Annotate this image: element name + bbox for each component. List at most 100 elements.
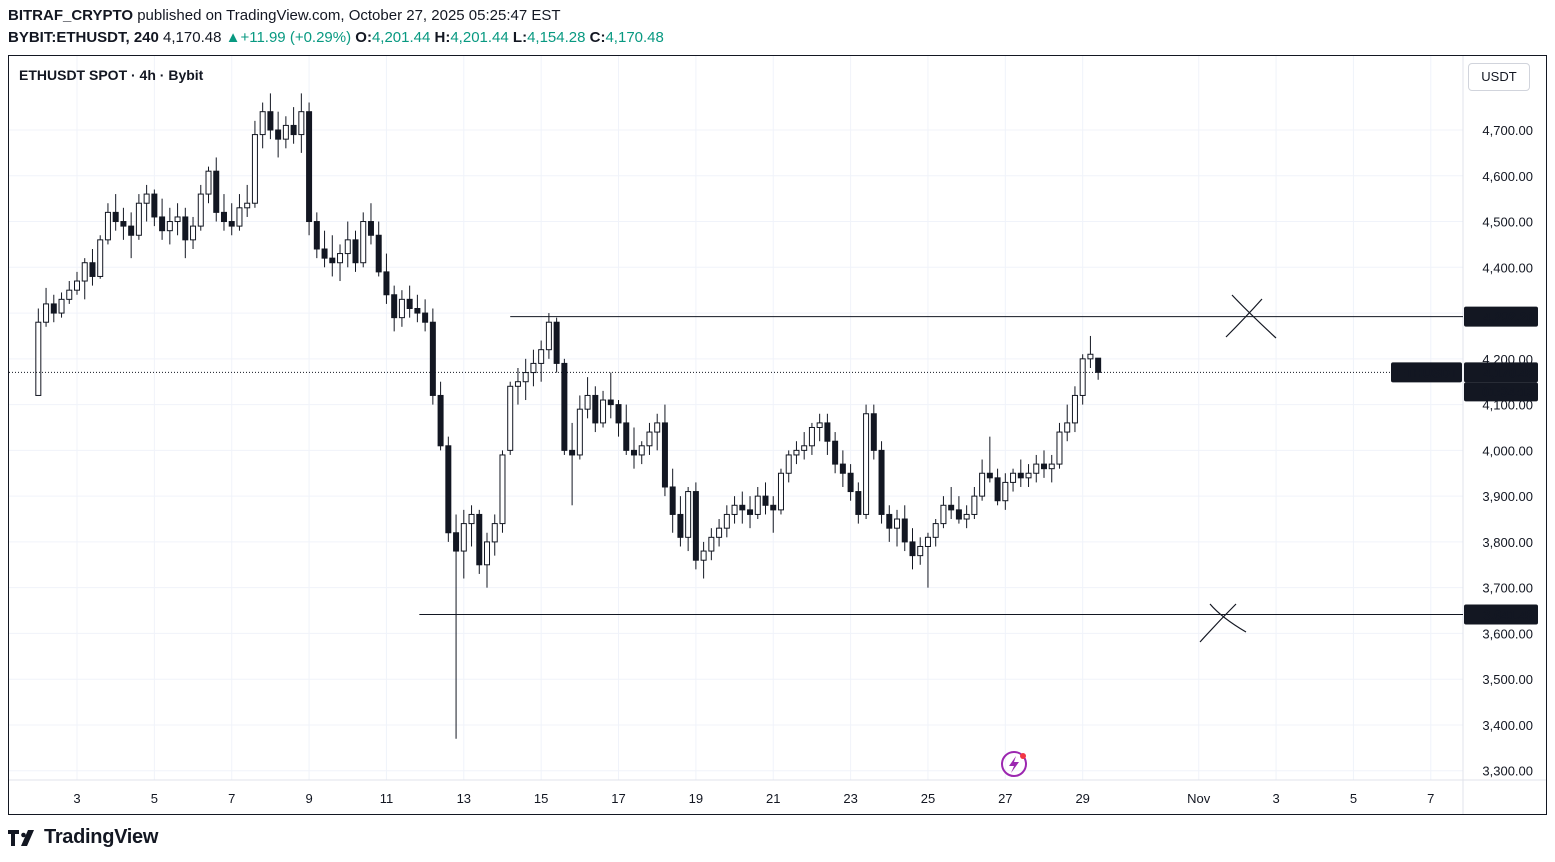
candle[interactable]	[669, 468, 676, 533]
candle[interactable]	[143, 184, 150, 222]
candle[interactable]	[484, 532, 491, 588]
candle[interactable]	[924, 532, 931, 588]
candle[interactable]	[437, 381, 444, 451]
candle[interactable]	[870, 404, 877, 460]
candle[interactable]	[282, 116, 289, 149]
candle[interactable]	[685, 486, 692, 552]
candle[interactable]	[375, 221, 382, 277]
candle[interactable]	[553, 317, 560, 373]
publisher-name[interactable]: BITRAF_CRYPTO	[8, 7, 134, 24]
candle[interactable]	[58, 292, 65, 318]
candle[interactable]	[909, 528, 916, 570]
candle[interactable]	[236, 194, 243, 231]
candle[interactable]	[1048, 454, 1055, 483]
candle[interactable]	[1033, 454, 1040, 483]
candle[interactable]	[963, 505, 970, 529]
candle[interactable]	[135, 194, 142, 240]
candle[interactable]	[453, 514, 460, 739]
candle[interactable]	[754, 486, 761, 520]
candle[interactable]	[592, 386, 599, 433]
candle[interactable]	[213, 157, 220, 222]
candle[interactable]	[514, 367, 521, 405]
candle[interactable]	[770, 496, 777, 533]
candle[interactable]	[329, 235, 336, 277]
candle[interactable]	[863, 404, 870, 520]
candle[interactable]	[74, 271, 80, 295]
candle[interactable]	[630, 427, 637, 469]
candle[interactable]	[166, 207, 173, 245]
candle[interactable]	[569, 422, 576, 506]
candle[interactable]	[182, 207, 189, 259]
candle[interactable]	[932, 519, 939, 547]
candle[interactable]	[1087, 335, 1094, 368]
candle[interactable]	[190, 216, 197, 249]
candle[interactable]	[1010, 468, 1017, 492]
candle[interactable]	[468, 505, 475, 547]
candle[interactable]	[971, 486, 978, 520]
candle[interactable]	[1056, 422, 1063, 469]
candle[interactable]	[561, 358, 568, 455]
candle[interactable]	[894, 509, 901, 547]
candle[interactable]	[747, 496, 754, 529]
candle[interactable]	[700, 541, 707, 579]
candle[interactable]	[661, 404, 668, 497]
candle[interactable]	[808, 422, 815, 455]
candle[interactable]	[878, 441, 885, 524]
candle[interactable]	[197, 184, 204, 231]
candle[interactable]	[151, 189, 158, 227]
candle[interactable]	[824, 413, 831, 455]
candle[interactable]	[801, 432, 808, 460]
candle[interactable]	[646, 422, 653, 455]
candle[interactable]	[367, 203, 374, 245]
candle[interactable]	[832, 432, 839, 474]
candle[interactable]	[159, 198, 166, 240]
candle[interactable]	[1041, 450, 1047, 478]
currency-button[interactable]: USDT	[1468, 63, 1530, 91]
candle[interactable]	[615, 400, 622, 437]
candle[interactable]	[545, 313, 552, 359]
candle[interactable]	[522, 358, 529, 401]
candle[interactable]	[538, 340, 545, 382]
candle[interactable]	[89, 248, 96, 286]
candle[interactable]	[917, 537, 924, 565]
candle[interactable]	[313, 212, 320, 259]
candle[interactable]	[228, 203, 235, 236]
candle[interactable]	[460, 509, 467, 579]
candle[interactable]	[1071, 386, 1078, 433]
candle[interactable]	[43, 287, 50, 327]
candle[interactable]	[50, 294, 57, 323]
candle[interactable]	[994, 468, 1001, 506]
candle[interactable]	[600, 390, 607, 428]
candle[interactable]	[97, 235, 104, 279]
candle[interactable]	[777, 468, 784, 515]
candle[interactable]	[352, 230, 359, 272]
candle[interactable]	[251, 120, 258, 208]
candle[interactable]	[839, 450, 846, 487]
candle[interactable]	[360, 212, 367, 268]
candle[interactable]	[739, 491, 746, 524]
candle[interactable]	[731, 496, 738, 524]
candle[interactable]	[530, 349, 537, 387]
candle[interactable]	[337, 244, 344, 282]
candle[interactable]	[948, 486, 955, 520]
candle[interactable]	[391, 285, 398, 332]
candle[interactable]	[847, 464, 854, 501]
candle[interactable]	[708, 528, 715, 561]
candle[interactable]	[35, 308, 42, 396]
candle[interactable]	[855, 482, 862, 524]
candle[interactable]	[406, 285, 413, 318]
candle[interactable]	[816, 413, 823, 442]
candle[interactable]	[762, 482, 769, 515]
candle[interactable]	[267, 93, 274, 140]
candle[interactable]	[1002, 473, 1009, 510]
candle[interactable]	[259, 102, 266, 149]
candle[interactable]	[205, 166, 212, 204]
candle[interactable]	[507, 381, 514, 455]
candle[interactable]	[986, 436, 993, 483]
chart-frame[interactable]	[8, 55, 1547, 815]
candle[interactable]	[785, 450, 792, 483]
candle[interactable]	[692, 482, 699, 570]
candle[interactable]	[414, 294, 421, 323]
candle[interactable]	[298, 93, 305, 153]
